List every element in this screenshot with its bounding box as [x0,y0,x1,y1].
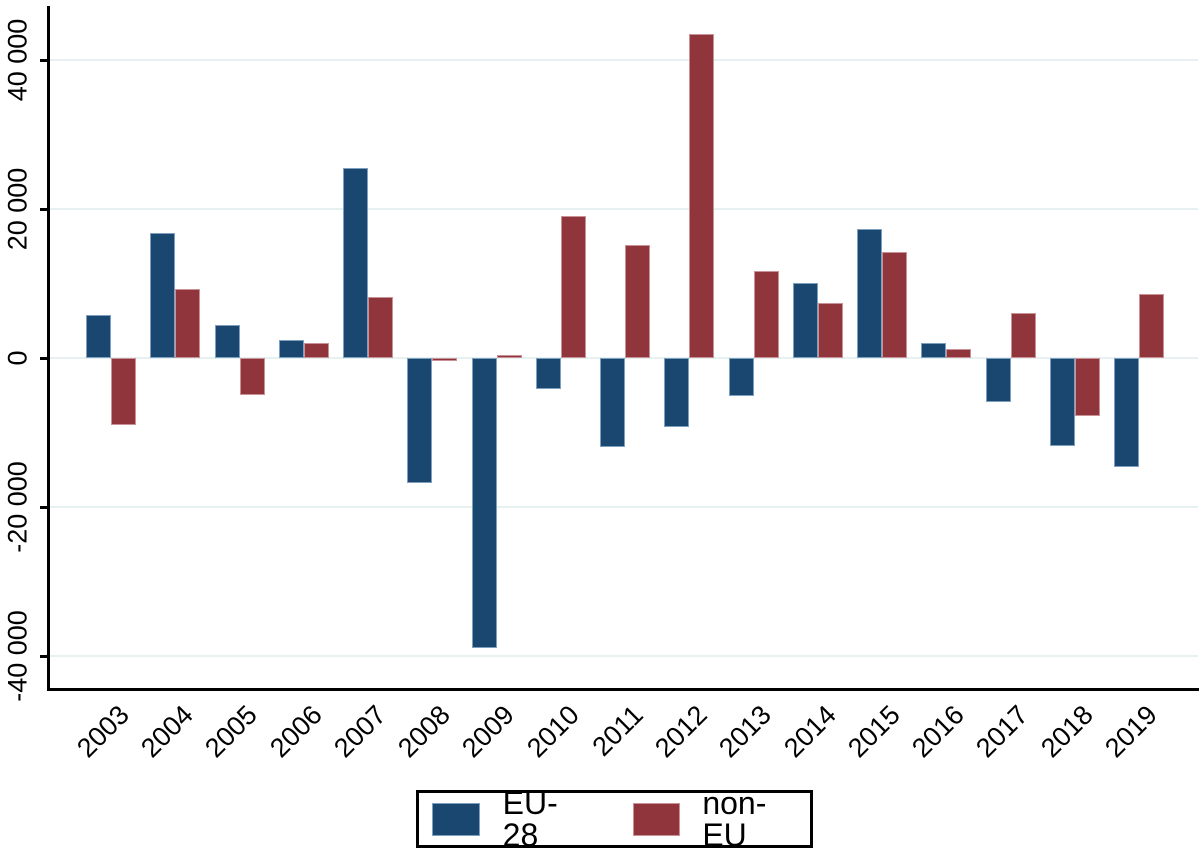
x-tick-label-2017: 2017 [970,699,1035,764]
bar-noneu-2005 [239,358,265,396]
x-tick-label-2015: 2015 [842,699,906,764]
legend-label-eu28: EU-28 [502,785,558,853]
bar-eu28-2014 [792,282,818,358]
x-tick-label-2013: 2013 [713,699,778,764]
gridline--20000 [50,506,1198,508]
bar-eu28-2003 [86,314,111,358]
x-tick-label-2008: 2008 [392,699,457,764]
x-tick-label-2006: 2006 [263,699,328,764]
x-tick-label-2010: 2010 [520,699,585,764]
bar-noneu-2007 [368,296,393,358]
legend-swatch-eu28 [432,802,480,836]
bar-eu28-2007 [343,168,368,358]
y-tick-20000 [40,207,48,211]
x-axis-line [47,688,1199,691]
x-tick-label-2011: 2011 [586,699,649,762]
y-tick--40000 [40,654,48,658]
bar-noneu-2004 [175,288,201,358]
x-tick-label-2004: 2004 [135,699,200,764]
bar-noneu-2014 [817,302,843,358]
bar-noneu-2012 [689,33,715,358]
y-tick--20000 [40,505,48,509]
x-tick-label-2014: 2014 [777,699,842,764]
bar-eu28-2005 [214,325,240,358]
x-tick-label-2016: 2016 [906,699,971,764]
y-axis-line [47,6,50,691]
bar-eu28-2019 [1114,358,1139,467]
bar-noneu-2017 [1010,313,1036,358]
bar-noneu-2015 [882,252,907,358]
x-tick-label-2019: 2019 [1099,699,1163,764]
bar-eu28-2017 [985,358,1011,402]
x-tick-label-2009: 2009 [456,699,521,764]
bar-eu28-2009 [471,358,497,648]
x-tick-label-2007: 2007 [328,699,392,764]
bar-eu28-2013 [728,358,754,396]
gridline-40000 [50,59,1198,61]
bar-eu28-2004 [150,232,176,358]
bar-eu28-2015 [857,229,882,358]
bar-eu28-2018 [1049,358,1075,446]
bar-noneu-2003 [111,358,136,426]
x-tick-label-2003: 2003 [71,699,135,764]
y-tick-0 [40,356,48,360]
bar-eu28-2010 [535,358,561,390]
x-tick-label-2005: 2005 [199,699,264,764]
legend-swatch-non-eu [632,802,681,836]
y-tick-label-20000: 20 000 [2,167,33,251]
bar-noneu-2008 [432,358,458,361]
gridline--40000 [50,655,1198,657]
bar-noneu-2011 [625,244,650,358]
legend-label-non-eu: non-EU [702,785,767,853]
bar-eu28-2012 [664,358,690,428]
bar-noneu-2019 [1139,293,1164,358]
y-tick-label-0: 0 [2,350,33,366]
y-tick-label--40000: -40 000 [2,610,33,702]
bar-eu28-2008 [407,358,433,484]
bar-noneu-2013 [753,270,779,358]
bar-noneu-2006 [303,343,329,358]
bar-eu28-2016 [921,343,947,358]
bar-noneu-2010 [560,215,586,358]
x-tick-label-2012: 2012 [649,699,714,764]
x-tick-label-2018: 2018 [1034,699,1099,764]
gridline-20000 [50,208,1198,210]
bar-eu28-2006 [278,340,304,358]
bar-noneu-2009 [496,355,522,358]
y-tick-40000 [40,58,48,62]
y-tick-label--20000: -20 000 [2,461,33,553]
bar-noneu-2016 [946,349,972,358]
y-tick-label-40000: 40 000 [2,18,33,102]
legend: EU-28 non-EU [416,785,813,853]
bar-noneu-2018 [1074,358,1100,417]
bar-eu28-2011 [600,358,625,447]
